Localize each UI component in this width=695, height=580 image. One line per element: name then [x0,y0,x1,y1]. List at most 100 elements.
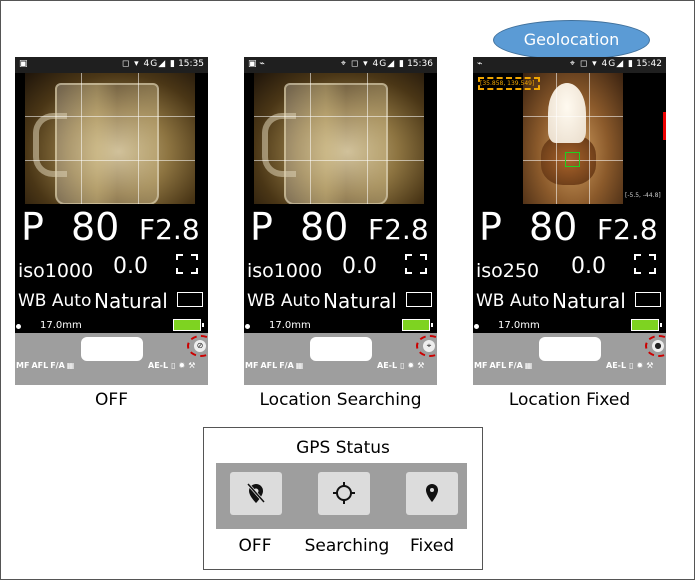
battery-icon [402,319,433,331]
soft-serve [548,83,586,143]
image-notification-icon: ▣ ⌁ [248,59,265,69]
aspect-ratio-icon[interactable] [177,292,203,307]
geolocation-callout: Geolocation [493,20,650,60]
viewfinder[interactable] [254,73,424,204]
bookmark-icon[interactable]: ▯ [171,361,176,370]
ae-lock-toggle[interactable]: AE-L [606,361,627,370]
control-bar: ● MF AFL F/A ▦ AE-L ▯ ✹ ⚒ [473,333,666,385]
right-controls: AE-L ▯ ✹ ⚒ [606,361,656,370]
afl-toggle[interactable]: AFL [489,361,507,370]
gear-icon[interactable]: ✹ [636,361,644,370]
fa-toggle[interactable]: F/A [50,361,65,370]
grid-overlay [523,73,623,204]
status-time: 15:35 [178,59,204,69]
level-indicator [663,112,666,140]
focus-area-icon[interactable] [176,254,198,274]
status-icons: ◻ ▾ 4G◢ ▮ [121,59,176,69]
bookmark-icon[interactable]: ▯ [400,361,405,370]
location-off-icon [246,483,266,503]
exposure-compensation[interactable]: 0.0 [571,254,606,279]
gps-off-button[interactable] [230,472,282,515]
shutter-button[interactable] [539,337,601,361]
viewfinder[interactable] [523,73,623,204]
gps-highlight [187,335,208,357]
gear-icon[interactable]: ✹ [407,361,415,370]
viewfinder[interactable] [25,73,195,204]
shutter-button[interactable] [310,337,372,361]
beer-glass [284,83,388,204]
gps-fixed-button[interactable] [406,472,458,515]
status-icons: ⌖ ◻ ▾ 4G◢ ▮ [340,59,405,69]
gps-searching-button[interactable] [318,472,370,515]
status-time: 15:36 [407,59,433,69]
mf-toggle[interactable]: MF [474,361,488,370]
ae-lock-toggle[interactable]: AE-L [148,361,169,370]
legend-label-searching: Searching [304,536,390,556]
grid-icon[interactable]: ▦ [524,361,533,370]
aspect-ratio-icon[interactable] [406,292,432,307]
wrench-icon[interactable]: ⚒ [646,361,654,370]
aspect-ratio-icon[interactable] [635,292,661,307]
orientation-readout: [-5.5, -44.8] [625,192,661,199]
iso-value[interactable]: iso1000 [18,260,94,282]
shutter-speed[interactable]: 80 [529,205,578,249]
status-icons: ⌖ ◻ ▾ 4G◢ ▮ [569,59,634,69]
aperture[interactable]: F2.8 [139,213,200,246]
indicator-dot [474,324,479,329]
afl-toggle[interactable]: AFL [31,361,49,370]
mf-toggle[interactable]: MF [16,361,30,370]
aperture[interactable]: F2.8 [597,213,658,246]
picture-style[interactable]: Natural [323,289,397,313]
exposure-mode[interactable]: P [479,205,502,249]
geolocation-coordinates: [35.858, 139.549] [478,77,540,90]
aperture[interactable]: F2.8 [368,213,429,246]
fa-toggle[interactable]: F/A [508,361,523,370]
mf-toggle[interactable]: MF [245,361,259,370]
white-balance[interactable]: WB Auto [18,291,92,311]
caption-fixed: Location Fixed [508,390,631,410]
status-bar: ⌁ ⌖ ◻ ▾ 4G◢ ▮ 15:42 [473,57,666,73]
focus-area-icon[interactable] [405,254,427,274]
iso-value[interactable]: iso250 [476,260,540,282]
right-controls: AE-L ▯ ✹ ⚒ [377,361,427,370]
legend-label-fixed: Fixed [409,536,455,556]
gear-icon[interactable]: ✹ [178,361,186,370]
camera-screen-off: ▣ ◻ ▾ 4G◢ ▮ 15:35 P 80 F2.8 iso1000 0.0 … [15,57,208,385]
focus-controls: MF AFL F/A ▦ [474,361,534,370]
bookmark-icon[interactable]: ▯ [629,361,634,370]
battery-icon [631,319,662,331]
iso-value[interactable]: iso1000 [247,260,323,282]
status-bar: ▣ ⌁ ⌖ ◻ ▾ 4G◢ ▮ 15:36 [244,57,437,73]
white-balance[interactable]: WB Auto [476,291,550,311]
picture-style[interactable]: Natural [94,289,168,313]
shutter-speed[interactable]: 80 [300,205,349,249]
grid-icon[interactable]: ▦ [66,361,75,370]
focus-area-icon[interactable] [634,254,656,274]
indicator-dot [245,324,250,329]
white-balance[interactable]: WB Auto [247,291,321,311]
legend-title: GPS Status [296,438,390,458]
image-notification-icon: ▣ [19,59,28,69]
exposure-mode[interactable]: P [21,205,44,249]
exposure-compensation[interactable]: 0.0 [113,254,148,279]
ae-lock-toggle[interactable]: AE-L [377,361,398,370]
focal-length: 17.0mm [40,320,82,331]
crosshair-icon [333,482,355,504]
exposure-mode[interactable]: P [250,205,273,249]
control-bar: ⊘ MF AFL F/A ▦ AE-L ▯ ✹ ⚒ [15,333,208,385]
focal-length: 17.0mm [498,320,540,331]
afl-toggle[interactable]: AFL [260,361,278,370]
focal-length: 17.0mm [269,320,311,331]
wrench-icon[interactable]: ⚒ [417,361,425,370]
exposure-compensation[interactable]: 0.0 [342,254,377,279]
picture-style[interactable]: Natural [552,289,626,313]
grid-icon[interactable]: ▦ [295,361,304,370]
shutter-speed[interactable]: 80 [71,205,120,249]
status-time: 15:42 [636,59,662,69]
focus-controls: MF AFL F/A ▦ [245,361,305,370]
indicator-dot [16,324,21,329]
wrench-icon[interactable]: ⚒ [188,361,196,370]
legend-strip [216,463,467,529]
shutter-button[interactable] [81,337,143,361]
fa-toggle[interactable]: F/A [279,361,294,370]
